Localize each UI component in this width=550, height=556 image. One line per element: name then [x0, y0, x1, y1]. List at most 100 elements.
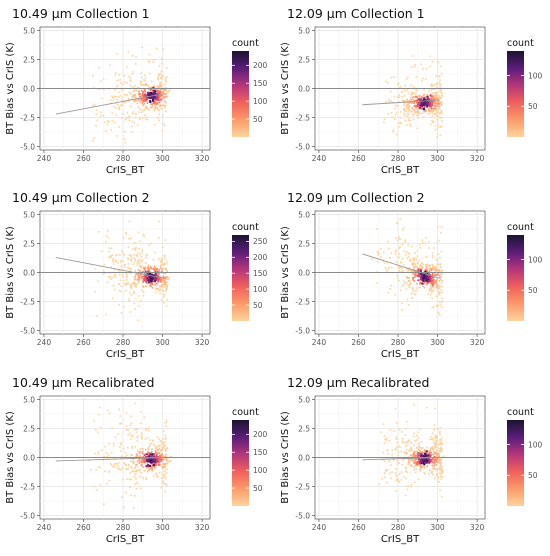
x-tick-label: 260 [351, 338, 366, 347]
density-bin [146, 98, 149, 101]
density-bin [162, 443, 165, 445]
x-tick-label: 260 [76, 338, 91, 347]
density-bin [412, 101, 414, 104]
density-bin [409, 449, 411, 452]
density-bin [122, 252, 125, 255]
density-bin [161, 62, 163, 65]
density-bin [418, 112, 421, 115]
density-bin [387, 82, 389, 84]
density-bin [414, 252, 416, 254]
density-bin [430, 89, 432, 91]
density-bin [143, 102, 146, 105]
density-bin [135, 56, 137, 58]
density-bin [106, 123, 109, 126]
density-bin [387, 247, 390, 250]
density-bin [393, 76, 395, 78]
density-bin [112, 99, 115, 102]
density-bin [120, 259, 122, 262]
density-bin [148, 270, 151, 273]
density-bin-core [425, 450, 428, 453]
density-bin [148, 87, 151, 89]
density-bin [160, 486, 163, 489]
density-bin [436, 304, 439, 307]
density-bin [105, 452, 108, 455]
density-bin [411, 286, 414, 289]
density-bin [413, 266, 415, 268]
density-bin [434, 437, 436, 440]
density-bin [110, 256, 112, 258]
density-bin-core [421, 275, 424, 278]
density-bin [396, 460, 398, 463]
density-bin-core [167, 278, 170, 281]
density-bin [413, 257, 415, 259]
density-bin [162, 104, 165, 107]
density-bin [405, 106, 408, 108]
density-bin [155, 454, 158, 457]
density-bin [399, 238, 402, 240]
density-bin [153, 99, 156, 101]
x-axis-label: CrIS_BT [106, 349, 145, 360]
fit-line [362, 253, 440, 279]
density-bin [131, 112, 134, 115]
density-bin [139, 240, 141, 242]
density-bin [432, 114, 434, 116]
density-bin [109, 64, 111, 66]
density-bin [114, 276, 116, 278]
density-bin [428, 288, 431, 290]
density-bin [405, 281, 408, 284]
density-bin-core [162, 457, 165, 460]
density-bin [425, 453, 427, 456]
density-bin [162, 293, 165, 296]
legend-title: count [507, 407, 534, 418]
density-bin [439, 266, 441, 269]
density-bin [396, 463, 399, 465]
density-bin-core [428, 461, 431, 464]
y-tick-label: 5.0 [23, 210, 35, 219]
density-bin [102, 88, 105, 91]
density-bin [422, 263, 425, 266]
density-bin [425, 96, 428, 98]
density-bin [436, 460, 438, 462]
density-bin [440, 306, 443, 308]
density-bin [404, 85, 407, 87]
density-bin [138, 461, 141, 464]
density-bin [435, 110, 438, 113]
density-bin [406, 88, 409, 90]
density-bin [425, 263, 428, 266]
density-bin [431, 432, 434, 435]
density-bin [420, 441, 423, 443]
density-bin-core [417, 103, 420, 106]
density-bin [438, 313, 441, 316]
density-bin [116, 104, 119, 106]
density-bin-core [429, 276, 432, 279]
density-bin [422, 281, 425, 283]
density-bin-core [422, 273, 425, 276]
density-bin-core [426, 276, 429, 279]
density-bin [397, 479, 399, 482]
density-bin [424, 473, 426, 475]
density-bin [95, 314, 98, 317]
density-bin [440, 226, 443, 228]
density-bin-core [423, 108, 426, 111]
density-bin [384, 460, 386, 463]
y-tick-label: -2.5 [295, 113, 310, 122]
density-bin [165, 101, 167, 104]
density-bin [119, 95, 122, 97]
density-bin [130, 422, 133, 424]
density-bin [421, 112, 423, 115]
density-bin [123, 74, 125, 77]
density-bin [413, 292, 415, 295]
density-bin [159, 444, 162, 446]
density-bin [106, 230, 109, 232]
density-bin [122, 280, 125, 282]
density-bin [159, 106, 161, 108]
density-bin [156, 77, 159, 80]
density-bin [127, 117, 129, 119]
density-bin [396, 96, 399, 98]
density-bin [398, 247, 401, 250]
density-bin [130, 465, 133, 468]
density-bin [412, 290, 415, 292]
panel-title: 12.09 µm Collection 2 [287, 190, 425, 205]
density-bin [437, 100, 439, 103]
density-bin [93, 87, 95, 89]
